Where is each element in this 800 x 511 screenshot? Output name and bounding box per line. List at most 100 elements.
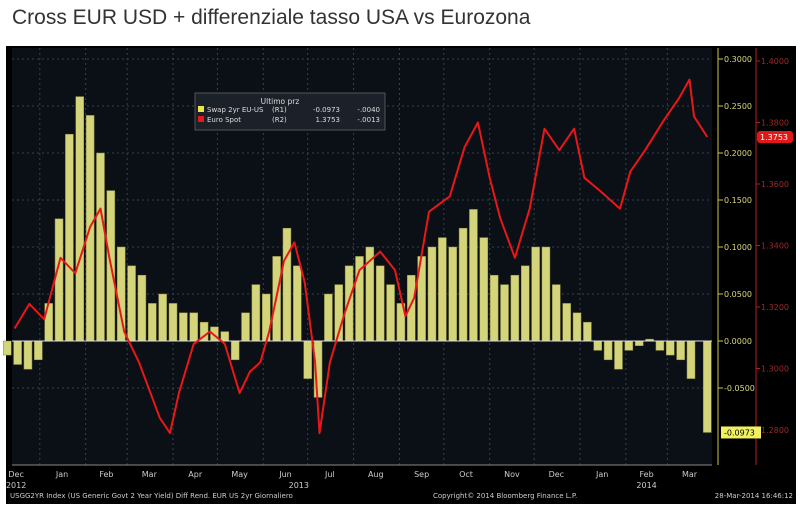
swap-bar [75, 96, 85, 342]
swap-bar [489, 274, 499, 342]
swap-bar [13, 340, 22, 365]
swap-bar [179, 312, 188, 342]
legend-last-value: -0.0973 [313, 106, 340, 114]
swap-bar [2, 340, 12, 356]
x-month-label: Mar [142, 470, 158, 479]
r1-tick-label: 0.3000 [724, 55, 752, 64]
swap-bar [458, 227, 468, 342]
swap-bar [282, 227, 292, 342]
legend-axis: (R2) [272, 116, 287, 124]
swap-bar [634, 340, 644, 346]
swap-bar [655, 340, 665, 351]
r1-tick-label: 0.0500 [724, 290, 752, 299]
swap-bar [96, 152, 105, 342]
r1-tick-label: 0.2000 [724, 149, 752, 158]
swap-bar [220, 331, 230, 342]
legend-last-value: 1.3753 [316, 116, 341, 124]
swap-bar [386, 284, 395, 342]
swap-bar [520, 265, 530, 342]
x-month-label: Apr [188, 470, 203, 479]
swap-bar [158, 293, 167, 342]
swap-bar [241, 312, 250, 342]
footer-copyright: Copyright© 2014 Bloomberg Finance L.P. [433, 492, 577, 500]
legend-header: Ultimo prz [261, 97, 300, 106]
x-month-label: Dec [8, 470, 23, 479]
r2-tick-label: 1.2800 [761, 426, 789, 435]
swap-bar [676, 340, 685, 361]
chart-title: Cross EUR USD + differenziale tasso USA … [12, 6, 531, 29]
r2-tick-label: 1.3800 [761, 119, 789, 128]
swap-bar [438, 237, 447, 342]
swap-bar [293, 265, 302, 342]
x-month-label: Jan [55, 470, 68, 479]
swap-bar [469, 209, 478, 342]
swap-bar [624, 340, 634, 351]
legend-swatch [198, 106, 204, 112]
swap-bar [603, 340, 613, 361]
x-month-label: Sep [414, 470, 429, 479]
r2-last-value-label: 1.3753 [760, 133, 788, 142]
x-month-label: Nov [504, 470, 520, 479]
swap-bar [448, 246, 457, 342]
swap-bar [510, 274, 520, 342]
r1-tick-label: 0.2500 [724, 102, 752, 111]
legend-swatch [198, 116, 204, 122]
x-month-label: Jan [595, 470, 608, 479]
swap-bar [148, 303, 157, 342]
swap-bar [65, 133, 74, 342]
legend-axis: (R1) [272, 106, 287, 114]
swap-bar [375, 265, 385, 342]
x-month-label: Jun [278, 470, 292, 479]
swap-bar [593, 340, 603, 351]
swap-bar [614, 340, 623, 370]
swap-bar [344, 265, 354, 342]
legend-name: Euro Spot [207, 116, 241, 124]
legend-change: -.0013 [357, 116, 380, 124]
r1-last-value-badge [721, 426, 761, 439]
x-month-label: Oct [459, 470, 473, 479]
swap-bar [479, 237, 489, 342]
swap-bar [531, 246, 540, 342]
x-month-label: Dec [549, 470, 564, 479]
swap-bar [427, 246, 437, 342]
swap-bar [44, 303, 53, 342]
x-month-label: Feb [99, 470, 113, 479]
swap-bar [303, 340, 312, 379]
r1-tick-label: 0.1500 [724, 196, 752, 205]
x-month-label: Jul [324, 470, 335, 479]
x-year-label: 2012 [6, 481, 26, 490]
swap-bar [324, 293, 333, 342]
swap-bar [34, 340, 43, 361]
swap-bar [137, 274, 147, 342]
x-year-label: 2013 [289, 481, 309, 490]
legend-box [194, 92, 386, 131]
r2-tick-label: 1.3400 [761, 242, 789, 251]
swap-bar [168, 303, 178, 342]
swap-bar [552, 284, 561, 342]
swap-bar [703, 340, 712, 433]
x-month-label: Aug [368, 470, 384, 479]
swap-bar [500, 284, 509, 342]
x-month-label: Mar [682, 470, 698, 479]
r2-last-value-badge [757, 130, 793, 143]
r2-tick-label: 1.3600 [761, 180, 789, 189]
swap-bar [583, 321, 592, 342]
r2-tick-label: 1.3200 [761, 303, 789, 312]
x-month-label: Feb [640, 470, 654, 479]
footer-source: USGG2YR Index (US Generic Govt 2 Year Yi… [10, 492, 293, 500]
r2-tick-label: 1.3000 [761, 365, 789, 374]
swap-bar [541, 246, 551, 342]
legend-change: -.0040 [357, 106, 380, 114]
swap-bar [54, 218, 64, 342]
swap-bar [686, 340, 696, 379]
legend-name: Swap 2yr EU-US [207, 106, 264, 114]
swap-bar [562, 303, 571, 342]
x-year-label: 2014 [636, 481, 656, 490]
r2-tick-label: 1.4000 [761, 57, 789, 66]
swap-bar [230, 340, 240, 361]
swap-bar [572, 312, 582, 342]
r1-tick-label: -0.0500 [724, 384, 755, 393]
swap-bar [189, 312, 198, 342]
r1-last-value-label: -0.0973 [724, 428, 755, 437]
